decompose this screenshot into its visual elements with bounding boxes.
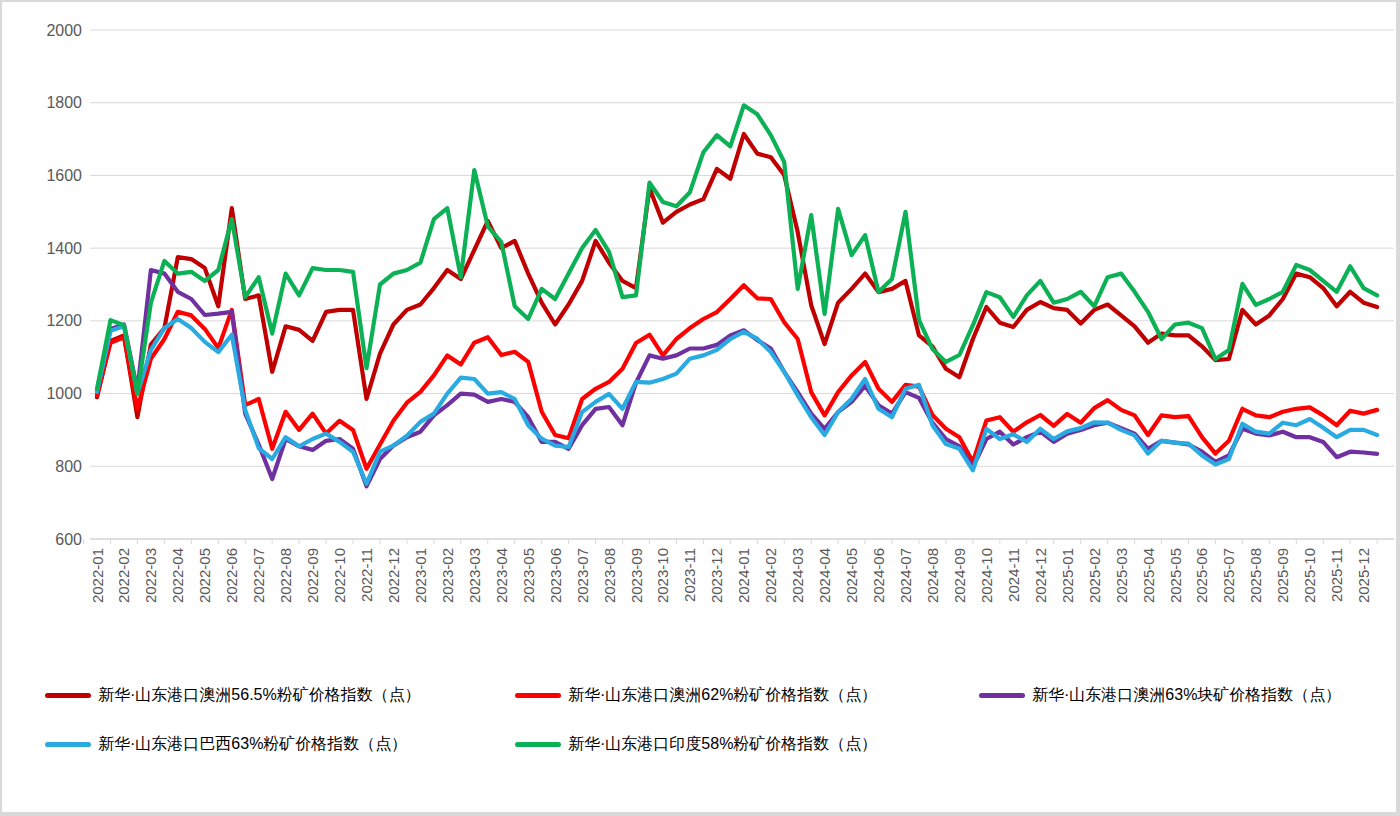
x-axis-label: 2025-08 <box>1247 548 1264 603</box>
legend-row: 新华·山东港口巴西63%粉矿价格指数（点） 新华·山东港口印度58%粉矿价格指数（… <box>2 732 1400 756</box>
x-axis-label: 2025-01 <box>1059 548 1076 603</box>
x-axis-label: 2022-06 <box>223 548 240 603</box>
series-line-au63lump <box>97 270 1377 486</box>
legend-line-swatch <box>45 742 91 747</box>
x-axis-label: 2023-12 <box>708 548 725 603</box>
y-axis-label: 1200 <box>46 312 82 329</box>
x-axis-label: 2025-03 <box>1113 548 1130 603</box>
x-axis-label: 2023-05 <box>520 548 537 603</box>
x-axis-label: 2025-07 <box>1220 548 1237 603</box>
x-axis-label: 2025-04 <box>1140 548 1157 603</box>
x-axis-label: 2023-01 <box>412 548 429 603</box>
y-axis-label: 1000 <box>46 385 82 402</box>
x-axis-label: 2023-10 <box>654 548 671 603</box>
legend-line-swatch <box>45 693 91 698</box>
x-axis-label: 2022-05 <box>196 548 213 603</box>
x-axis-label: 2024-09 <box>951 548 968 603</box>
x-axis-label: 2024-03 <box>789 548 806 603</box>
x-axis-label: 2023-04 <box>493 548 510 603</box>
line-chart-canvas: 2000 1800 1600 1400 1200 1000 800 600 2022-01 202… <box>2 2 1400 652</box>
x-axis-label: 2024-12 <box>1032 548 1049 603</box>
x-axis-label: 2023-06 <box>547 548 564 603</box>
x-axis-label: 2025-12 <box>1355 548 1372 603</box>
y-axis-label: 600 <box>55 531 82 548</box>
x-axis-label: 2023-11 <box>681 548 698 602</box>
legend-label: 新华·山东港口澳洲63%块矿价格指数（点） <box>1032 683 1341 707</box>
x-axis-label: 2022-04 <box>169 548 186 603</box>
x-axis-label: 2025-09 <box>1274 548 1291 603</box>
x-axis-label: 2024-01 <box>735 548 752 603</box>
y-axis-label: 800 <box>55 458 82 475</box>
legend-item-au565: 新华·山东港口澳洲56.5%粉矿价格指数（点） <box>45 683 421 707</box>
x-axis-label: 2022-03 <box>142 548 159 603</box>
legend-line-swatch <box>515 742 561 747</box>
legend-line-swatch <box>979 693 1025 698</box>
x-axis-label: 2024-04 <box>816 548 833 603</box>
x-axis-label: 2022-09 <box>304 548 321 603</box>
x-axis-label: 2025-02 <box>1086 548 1103 603</box>
x-axis-label: 2022-07 <box>250 548 267 603</box>
y-axis-label: 2000 <box>46 22 82 39</box>
x-axis-label: 2022-11 <box>358 548 375 602</box>
x-axis-label: 2022-02 <box>115 548 132 603</box>
x-axis-label: 2024-06 <box>870 548 887 603</box>
x-axis-label: 2022-08 <box>277 548 294 603</box>
legend-item-in58: 新华·山东港口印度58%粉矿价格指数（点） <box>515 732 877 756</box>
x-axis-label: 2024-11 <box>1005 548 1022 602</box>
x-axis-label: 2022-12 <box>385 548 402 603</box>
x-axis-label: 2025-06 <box>1193 548 1210 603</box>
x-axis-label: 2025-11 <box>1328 548 1345 602</box>
x-axis-label: 2022-10 <box>331 548 348 603</box>
legend-row: 新华·山东港口澳洲56.5%粉矿价格指数（点） 新华·山东港口澳洲62%粉矿价格指… <box>2 683 1400 707</box>
x-axis-label: 2025-10 <box>1301 548 1318 603</box>
legend-label: 新华·山东港口澳洲62%粉矿价格指数（点） <box>568 683 877 707</box>
legend-label: 新华·山东港口巴西63%粉矿价格指数（点） <box>98 732 407 756</box>
legend-label: 新华·山东港口澳洲56.5%粉矿价格指数（点） <box>98 683 421 707</box>
x-axis-label: 2023-09 <box>628 548 645 603</box>
x-axis-label: 2023-02 <box>439 548 456 603</box>
y-axis-label: 1400 <box>46 240 82 257</box>
x-axis-label: 2024-05 <box>843 548 860 603</box>
legend-label: 新华·山东港口印度58%粉矿价格指数（点） <box>568 732 877 756</box>
legend-item-au63lump: 新华·山东港口澳洲63%块矿价格指数（点） <box>979 683 1341 707</box>
x-axis-label: 2024-02 <box>762 548 779 603</box>
x-axis-label: 2023-03 <box>466 548 483 603</box>
series-line-in58 <box>97 105 1377 393</box>
legend-item-au62: 新华·山东港口澳洲62%粉矿价格指数（点） <box>515 683 877 707</box>
x-axis-label: 2022-01 <box>89 548 106 603</box>
x-axis-label: 2023-07 <box>574 548 591 603</box>
y-axis-label: 1800 <box>46 94 82 111</box>
x-axis-label: 2024-10 <box>978 548 995 603</box>
y-axis-label: 1600 <box>46 167 82 184</box>
x-axis-label: 2023-08 <box>601 548 618 603</box>
legend-line-swatch <box>515 693 561 698</box>
legend-item-br63: 新华·山东港口巴西63%粉矿价格指数（点） <box>45 732 407 756</box>
x-axis-label: 2024-08 <box>924 548 941 603</box>
series-line-br63 <box>97 319 1377 484</box>
chart-frame: 2000 1800 1600 1400 1200 1000 800 600 2022-01 202… <box>0 0 1400 816</box>
x-axis-label: 2024-07 <box>897 548 914 603</box>
x-axis-label: 2025-05 <box>1167 548 1184 603</box>
